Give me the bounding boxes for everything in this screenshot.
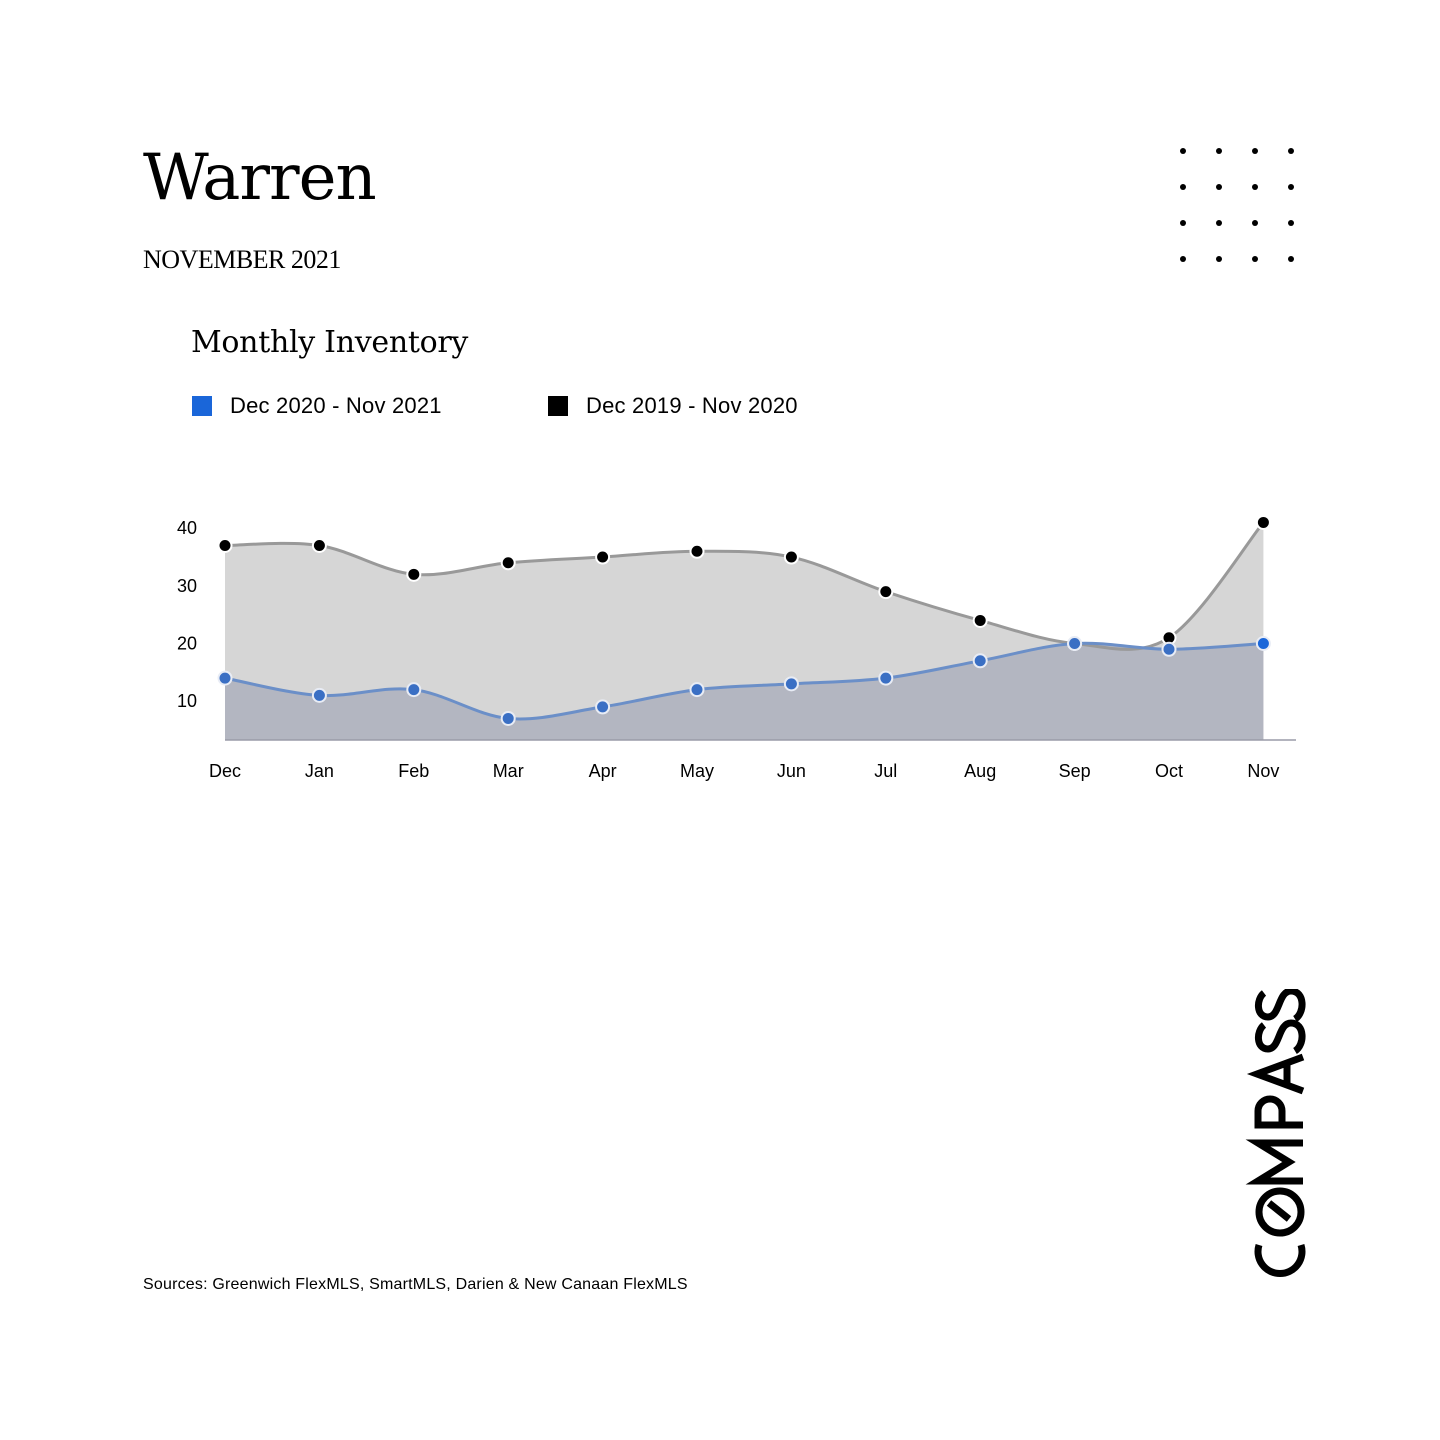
y-tick-label-1: 20 bbox=[177, 634, 197, 654]
y-tick-label-0: 10 bbox=[177, 691, 197, 711]
series-line-previous bbox=[224, 521, 1265, 651]
data-point-current-6 bbox=[783, 676, 799, 692]
data-point-current-3 bbox=[500, 710, 516, 726]
legend-item-previous: Dec 2019 - Nov 2020 bbox=[548, 393, 798, 418]
data-point-current-4 bbox=[595, 699, 611, 715]
data-point-previous-9 bbox=[1067, 636, 1083, 652]
data-point-previous-11 bbox=[1255, 514, 1271, 530]
data-point-previous-10 bbox=[1161, 630, 1177, 646]
data-point-current-0 bbox=[217, 670, 233, 686]
page-title: Warren bbox=[143, 141, 377, 215]
x-tick-label-2: Feb bbox=[398, 761, 429, 781]
dot-grid-icon bbox=[1180, 148, 1294, 262]
series-line-current bbox=[224, 641, 1264, 721]
data-point-previous-4 bbox=[595, 549, 611, 565]
legend-swatch-previous bbox=[548, 396, 568, 416]
y-tick-label-2: 30 bbox=[177, 576, 197, 596]
data-point-current-11 bbox=[1255, 636, 1271, 652]
x-tick-label-10: Oct bbox=[1155, 761, 1183, 781]
sources-note: Sources: Greenwich FlexMLS, SmartMLS, Da… bbox=[143, 1276, 688, 1293]
data-point-current-2 bbox=[406, 682, 422, 698]
data-point-current-9 bbox=[1067, 636, 1083, 652]
data-point-previous-1 bbox=[311, 538, 327, 554]
data-point-previous-6 bbox=[783, 549, 799, 565]
compass-logo bbox=[1245, 989, 1306, 1278]
data-point-previous-3 bbox=[500, 555, 516, 571]
legend-item-current: Dec 2020 - Nov 2021 bbox=[192, 393, 442, 418]
data-point-previous-5 bbox=[689, 543, 705, 559]
x-tick-label-3: Mar bbox=[493, 761, 524, 781]
y-tick-label-3: 40 bbox=[177, 518, 197, 538]
page-subtitle: NOVEMBER 2021 bbox=[143, 245, 341, 274]
data-point-previous-0 bbox=[217, 538, 233, 554]
data-point-previous-2 bbox=[406, 566, 422, 582]
legend-label-current: Dec 2020 - Nov 2021 bbox=[230, 393, 442, 418]
x-tick-label-6: Jun bbox=[777, 761, 806, 781]
x-tick-label-9: Sep bbox=[1059, 761, 1091, 781]
data-point-current-7 bbox=[878, 670, 894, 686]
x-tick-label-0: Dec bbox=[209, 761, 241, 781]
data-point-current-8 bbox=[972, 653, 988, 669]
series-area-current bbox=[225, 643, 1264, 740]
x-tick-label-11: Nov bbox=[1247, 761, 1279, 781]
x-tick-label-7: Jul bbox=[874, 761, 897, 781]
x-tick-label-4: Apr bbox=[589, 761, 617, 781]
chart-title: Monthly Inventory bbox=[191, 325, 469, 360]
data-point-current-5 bbox=[689, 682, 705, 698]
x-tick-label-1: Jan bbox=[305, 761, 334, 781]
data-point-previous-8 bbox=[972, 612, 988, 628]
data-point-current-10 bbox=[1161, 641, 1177, 657]
legend-swatch-current bbox=[192, 396, 212, 416]
x-tick-label-8: Aug bbox=[964, 761, 996, 781]
series-area-previous bbox=[225, 522, 1264, 740]
x-tick-label-5: May bbox=[680, 761, 714, 781]
legend-label-previous: Dec 2019 - Nov 2020 bbox=[586, 393, 798, 418]
data-point-previous-7 bbox=[878, 584, 894, 600]
data-point-current-1 bbox=[311, 687, 327, 703]
